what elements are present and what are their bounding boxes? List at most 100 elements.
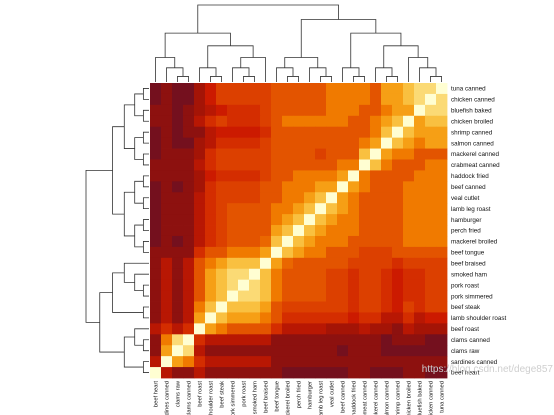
heatmap-cell bbox=[271, 356, 283, 368]
heatmap-cell bbox=[326, 192, 338, 204]
heatmap-cell bbox=[403, 367, 415, 379]
heatmap-cell bbox=[260, 225, 272, 237]
heatmap-cell bbox=[359, 279, 371, 291]
column-label: beef steak bbox=[220, 381, 226, 408]
heatmap-cell bbox=[414, 312, 426, 324]
heatmap-cell bbox=[348, 246, 360, 259]
heatmap-cell bbox=[414, 246, 426, 259]
heatmap-cell bbox=[326, 148, 338, 160]
heatmap-cell bbox=[315, 356, 327, 368]
row-label: mackerel canned bbox=[451, 151, 499, 158]
heatmap-cell bbox=[194, 93, 206, 106]
dendrogram-branch bbox=[142, 339, 149, 352]
heatmap-cell bbox=[304, 115, 316, 128]
heatmap-cell bbox=[370, 104, 382, 117]
heatmap-cell bbox=[337, 257, 349, 270]
heatmap-cell bbox=[194, 235, 206, 248]
row-label: salmon canned bbox=[451, 140, 494, 147]
heatmap-cell bbox=[403, 104, 415, 117]
heatmap-cell bbox=[172, 257, 184, 270]
heatmap-cell bbox=[359, 268, 371, 281]
heatmap-cell bbox=[293, 137, 305, 149]
heatmap-cell bbox=[205, 93, 217, 106]
heatmap-cell bbox=[227, 170, 239, 182]
heatmap-cell bbox=[271, 126, 283, 139]
heatmap-cell bbox=[150, 170, 162, 182]
dendrogram-branch bbox=[197, 4, 339, 34]
dendrogram-branch bbox=[123, 104, 135, 149]
heatmap-cell bbox=[436, 323, 448, 335]
heatmap-cell bbox=[227, 235, 239, 248]
heatmap-cell bbox=[183, 159, 195, 171]
heatmap-cell bbox=[392, 345, 404, 357]
heatmap-cell bbox=[403, 93, 415, 106]
heatmap-cell bbox=[436, 159, 448, 171]
heatmap-cell bbox=[425, 192, 437, 204]
heatmap-cell bbox=[381, 225, 393, 237]
heatmap-cell bbox=[293, 126, 305, 139]
column-label: clams canned bbox=[187, 381, 193, 415]
heatmap-cell bbox=[403, 159, 415, 171]
heatmap-cell bbox=[370, 137, 382, 149]
heatmap-cell bbox=[425, 323, 437, 335]
heatmap-cell bbox=[425, 115, 437, 128]
heatmap-cell bbox=[216, 159, 228, 171]
row-label: veal cutlet bbox=[451, 195, 480, 202]
heatmap-cell bbox=[414, 214, 426, 226]
heatmap-cell bbox=[238, 148, 250, 160]
heatmap-cell bbox=[337, 356, 349, 368]
heatmap-cell bbox=[359, 83, 371, 95]
heatmap-cell bbox=[414, 268, 426, 281]
heatmap-cell bbox=[403, 356, 415, 368]
heatmap-cell bbox=[337, 181, 349, 193]
heatmap-cell bbox=[370, 301, 382, 313]
heatmap-cell bbox=[238, 170, 250, 182]
heatmap-cell bbox=[205, 159, 217, 171]
dendrogram-branch bbox=[408, 57, 429, 82]
heatmap-cell bbox=[227, 159, 239, 171]
heatmap-cell bbox=[238, 214, 250, 226]
heatmap-cell bbox=[282, 235, 294, 248]
heatmap-cell bbox=[183, 268, 195, 281]
heatmap-cell bbox=[249, 301, 261, 313]
heatmap-cell bbox=[227, 214, 239, 226]
heatmap-cell bbox=[194, 290, 206, 302]
dendrogram-branch bbox=[142, 175, 149, 188]
dendrogram-branch bbox=[85, 170, 113, 323]
heatmap-cell bbox=[326, 104, 338, 117]
heatmap-cell bbox=[381, 93, 393, 106]
heatmap-cell bbox=[337, 290, 349, 302]
heatmap-cell bbox=[370, 257, 382, 270]
heatmap-cell bbox=[425, 312, 437, 324]
heatmap-cell bbox=[315, 115, 327, 128]
heatmap-cell bbox=[205, 301, 217, 313]
heatmap-cell bbox=[293, 148, 305, 160]
heatmap-cell bbox=[337, 93, 349, 106]
heatmap-cell bbox=[293, 214, 305, 226]
heatmap-cell bbox=[282, 104, 294, 117]
heatmap-cell bbox=[315, 301, 327, 313]
heatmap-cell bbox=[425, 159, 437, 171]
row-label: beef braised bbox=[451, 260, 486, 267]
heatmap-cell bbox=[161, 279, 173, 291]
heatmap-cell bbox=[348, 83, 360, 95]
heatmap-cell bbox=[172, 159, 184, 171]
heatmap-cell bbox=[260, 192, 272, 204]
dendrogram-branch bbox=[243, 76, 255, 82]
heatmap-cell bbox=[150, 181, 162, 193]
heatmap-cell bbox=[216, 367, 228, 379]
heatmap-cell bbox=[238, 115, 250, 128]
heatmap-cell bbox=[381, 235, 393, 248]
heatmap-cell bbox=[359, 235, 371, 248]
heatmap-cell bbox=[348, 279, 360, 291]
heatmap-cell bbox=[348, 356, 360, 368]
heatmap-cell bbox=[150, 214, 162, 226]
heatmap-cell bbox=[205, 115, 217, 128]
heatmap-cell bbox=[238, 104, 250, 117]
heatmap-cell bbox=[436, 312, 448, 324]
heatmap-cell bbox=[205, 235, 217, 248]
heatmap-cell bbox=[381, 345, 393, 357]
heatmap-cell bbox=[304, 203, 316, 215]
heatmap-cell bbox=[282, 345, 294, 357]
heatmap-cell bbox=[381, 367, 393, 379]
